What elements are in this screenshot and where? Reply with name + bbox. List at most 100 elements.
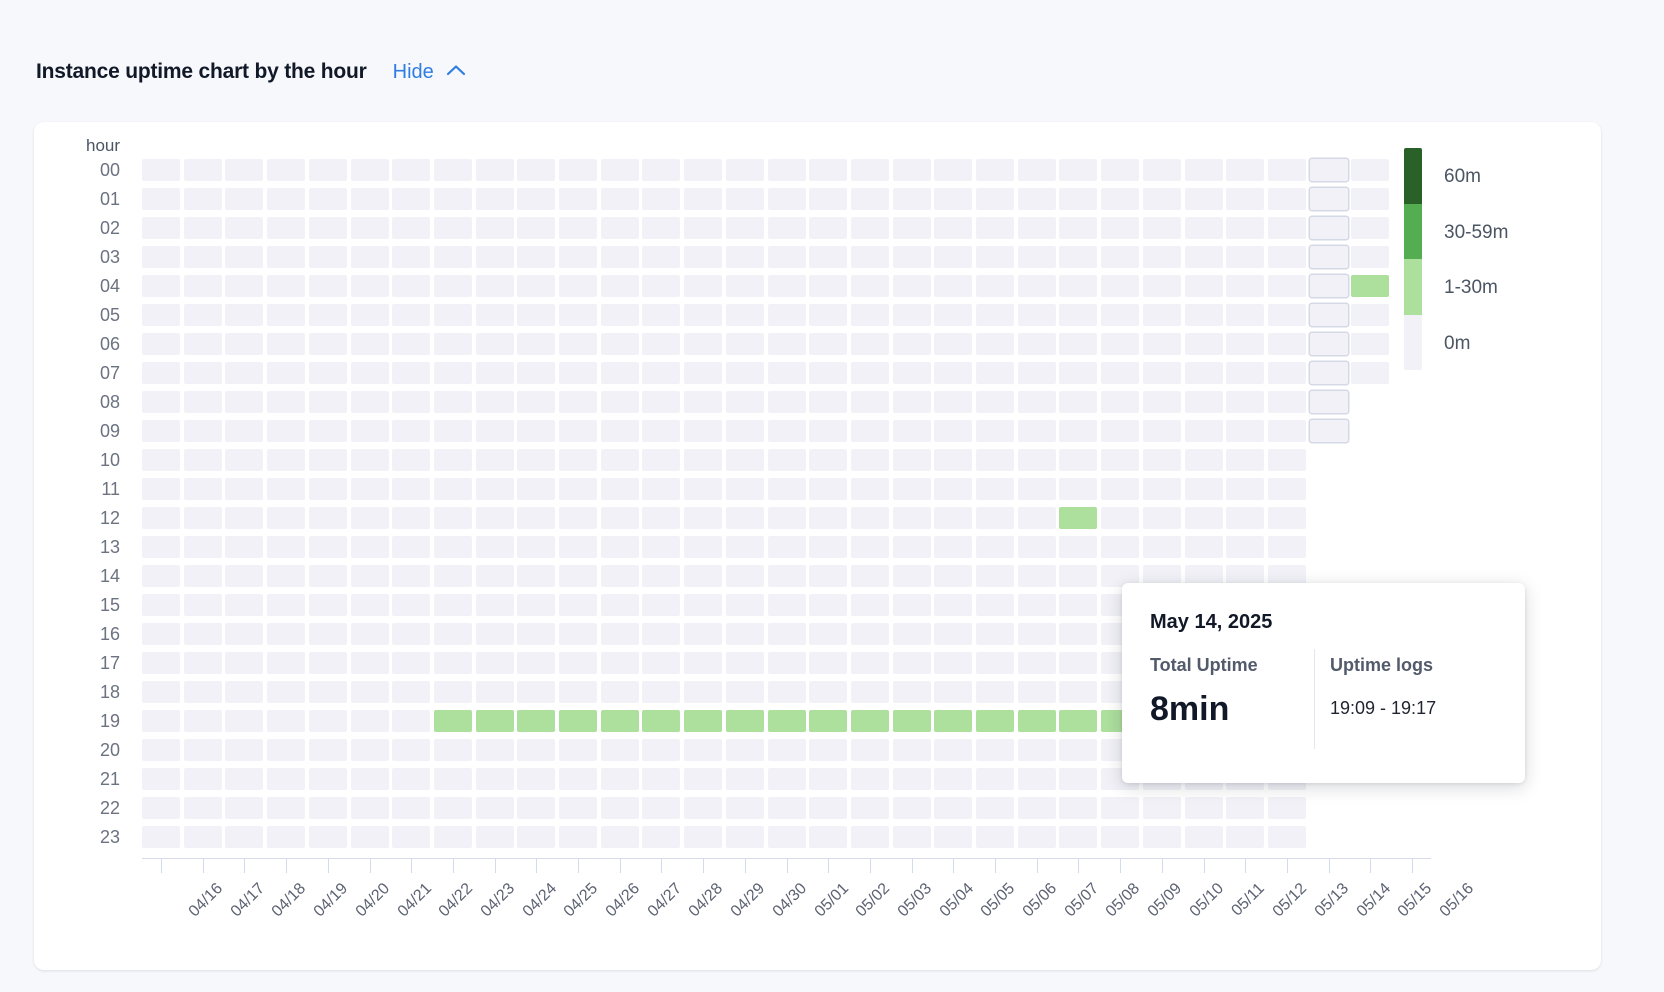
heatmap-cell[interactable] <box>809 536 848 558</box>
heatmap-cell[interactable] <box>976 739 1014 761</box>
heatmap-cell[interactable] <box>559 623 597 645</box>
heatmap-cell[interactable] <box>642 478 681 500</box>
heatmap-cell[interactable] <box>600 739 639 761</box>
heatmap-cell[interactable] <box>517 681 556 703</box>
heatmap-cell[interactable] <box>600 159 639 181</box>
heatmap-cell[interactable] <box>1184 478 1223 500</box>
heatmap-cell[interactable] <box>1059 246 1098 268</box>
heatmap-cell[interactable] <box>684 449 723 471</box>
heatmap-cell[interactable] <box>850 188 889 210</box>
heatmap-cell[interactable] <box>1309 420 1348 442</box>
heatmap-cell[interactable] <box>225 681 264 703</box>
heatmap-cell[interactable] <box>684 478 723 500</box>
heatmap-cell[interactable] <box>642 246 681 268</box>
heatmap-cell[interactable] <box>517 594 556 616</box>
heatmap-cell[interactable] <box>1267 159 1306 181</box>
heatmap-cell[interactable] <box>892 507 931 529</box>
heatmap-cell[interactable] <box>517 652 556 674</box>
heatmap-cell[interactable] <box>225 246 264 268</box>
heatmap-cell[interactable] <box>517 623 556 645</box>
heatmap-cell[interactable] <box>433 362 472 384</box>
heatmap-cell[interactable] <box>934 304 973 326</box>
heatmap-cell[interactable] <box>600 652 639 674</box>
heatmap-cell[interactable] <box>183 333 222 355</box>
heatmap-cell[interactable] <box>1017 478 1056 500</box>
heatmap-cell[interactable] <box>559 217 597 239</box>
heatmap-cell[interactable] <box>392 362 431 384</box>
heatmap-cell[interactable] <box>934 362 973 384</box>
heatmap-cell[interactable] <box>142 536 180 558</box>
heatmap-cell[interactable] <box>1142 217 1181 239</box>
heatmap-cell[interactable] <box>267 536 306 558</box>
heatmap-cell[interactable] <box>767 449 806 471</box>
heatmap-cell[interactable] <box>1142 188 1181 210</box>
heatmap-cell[interactable] <box>767 275 806 297</box>
heatmap-cell[interactable] <box>433 391 472 413</box>
heatmap-cell[interactable] <box>809 159 848 181</box>
heatmap-cell[interactable] <box>976 159 1014 181</box>
heatmap-cell[interactable] <box>1309 333 1348 355</box>
heatmap-cell[interactable] <box>850 826 889 848</box>
heatmap-cell[interactable] <box>934 159 973 181</box>
heatmap-cell[interactable] <box>976 420 1014 442</box>
heatmap-cell[interactable] <box>684 188 723 210</box>
heatmap-cell[interactable] <box>767 333 806 355</box>
heatmap-cell[interactable] <box>892 710 931 732</box>
heatmap-cell[interactable] <box>559 159 597 181</box>
heatmap-cell[interactable] <box>1226 391 1265 413</box>
heatmap-cell[interactable] <box>392 565 431 587</box>
heatmap-cell[interactable] <box>559 594 597 616</box>
heatmap-cell[interactable] <box>433 739 472 761</box>
heatmap-cell[interactable] <box>267 826 306 848</box>
heatmap-cell[interactable] <box>725 159 764 181</box>
heatmap-cell[interactable] <box>850 217 889 239</box>
heatmap-cell[interactable] <box>600 623 639 645</box>
heatmap-cell[interactable] <box>350 565 389 587</box>
heatmap-cell[interactable] <box>559 681 597 703</box>
heatmap-cell[interactable] <box>1309 275 1348 297</box>
heatmap-cell[interactable] <box>809 362 848 384</box>
heatmap-cell[interactable] <box>308 536 347 558</box>
heatmap-cell[interactable] <box>267 304 306 326</box>
heatmap-cell[interactable] <box>267 768 306 790</box>
heatmap-cell[interactable] <box>850 449 889 471</box>
heatmap-cell[interactable] <box>1309 391 1348 413</box>
heatmap-cell[interactable] <box>725 304 764 326</box>
heatmap-cell[interactable] <box>267 739 306 761</box>
heatmap-cell[interactable] <box>850 478 889 500</box>
heatmap-cell[interactable] <box>1267 362 1306 384</box>
heatmap-cell[interactable] <box>850 681 889 703</box>
heatmap-cell[interactable] <box>1059 710 1098 732</box>
heatmap-cell[interactable] <box>1142 246 1181 268</box>
heatmap-cell[interactable] <box>350 159 389 181</box>
heatmap-cell[interactable] <box>1059 652 1098 674</box>
heatmap-cell[interactable] <box>767 391 806 413</box>
heatmap-cell[interactable] <box>1226 333 1265 355</box>
heatmap-cell[interactable] <box>267 797 306 819</box>
heatmap-cell[interactable] <box>642 652 681 674</box>
heatmap-cell[interactable] <box>350 304 389 326</box>
heatmap-cell[interactable] <box>600 478 639 500</box>
heatmap-cell[interactable] <box>600 536 639 558</box>
heatmap-cell[interactable] <box>1351 333 1390 355</box>
heatmap-cell[interactable] <box>892 391 931 413</box>
heatmap-cell[interactable] <box>1059 768 1098 790</box>
heatmap-cell[interactable] <box>183 507 222 529</box>
heatmap-cell[interactable] <box>433 478 472 500</box>
heatmap-cell[interactable] <box>767 188 806 210</box>
heatmap-cell[interactable] <box>684 739 723 761</box>
heatmap-cell[interactable] <box>850 652 889 674</box>
heatmap-cell[interactable] <box>1059 478 1098 500</box>
heatmap-cell[interactable] <box>892 681 931 703</box>
heatmap-cell[interactable] <box>642 304 681 326</box>
heatmap-cell[interactable] <box>892 652 931 674</box>
heatmap-cell[interactable] <box>809 710 848 732</box>
heatmap-cell[interactable] <box>433 681 472 703</box>
heatmap-cell[interactable] <box>225 768 264 790</box>
heatmap-cell[interactable] <box>392 188 431 210</box>
heatmap-cell[interactable] <box>1142 449 1181 471</box>
heatmap-cell[interactable] <box>1267 333 1306 355</box>
heatmap-cell[interactable] <box>559 565 597 587</box>
heatmap-cell[interactable] <box>183 159 222 181</box>
heatmap-cell[interactable] <box>392 536 431 558</box>
